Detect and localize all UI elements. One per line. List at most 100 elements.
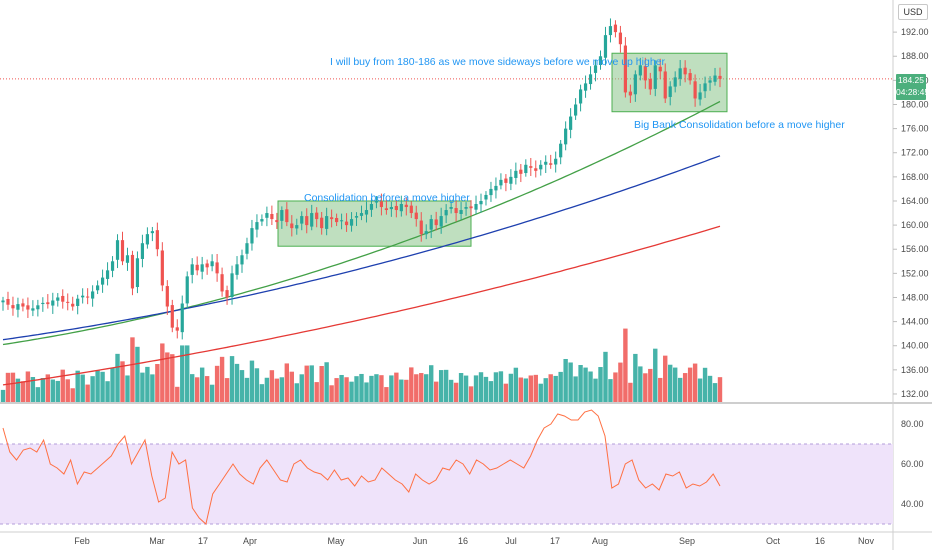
candle-body xyxy=(120,240,125,262)
volume-bar xyxy=(65,379,70,402)
volume-bar xyxy=(284,363,290,402)
volume-bar xyxy=(170,354,175,402)
volume-bar xyxy=(269,370,275,402)
candle-body xyxy=(349,219,354,226)
volume-bar xyxy=(319,366,324,402)
volume-bar xyxy=(608,379,613,402)
candle-body xyxy=(633,74,637,95)
volume-bar xyxy=(583,367,588,402)
candle-body xyxy=(81,295,85,298)
candle-body xyxy=(514,170,518,178)
time-axis[interactable]: Feb Mar 17 Apr May Jun 16 Jul 17 Aug Sep Oct 16 Nov xyxy=(74,536,874,546)
last-price-tag: 184.25 04:28:45 xyxy=(896,74,930,100)
volume-bar xyxy=(508,373,514,402)
candle-body xyxy=(26,305,30,310)
volume-bar xyxy=(573,376,578,402)
price-tick-label: 152.00 xyxy=(901,268,929,278)
candle-body xyxy=(170,305,174,328)
time-tick-label: Aug xyxy=(592,536,608,546)
time-tick-label: Mar xyxy=(149,536,165,546)
candle-body xyxy=(499,179,503,186)
rsi-pane: 80.00 60.00 40.00 xyxy=(0,409,924,525)
candle-body xyxy=(125,255,130,263)
candle-body xyxy=(613,24,618,33)
volume-bar xyxy=(658,377,663,402)
price-tick-label: 148.00 xyxy=(901,292,929,302)
candle-body xyxy=(484,194,488,200)
volume-bar xyxy=(558,371,563,402)
candle-body xyxy=(245,243,249,254)
candle-body xyxy=(578,89,583,104)
volume-bar xyxy=(294,383,299,402)
candle-body xyxy=(718,75,722,79)
rsi-tick-label: 40.00 xyxy=(901,499,924,509)
volume-bar xyxy=(648,368,653,402)
volume-bar xyxy=(404,379,409,402)
candle-body xyxy=(255,222,259,230)
volume-bar xyxy=(448,379,454,402)
candle-body xyxy=(190,264,194,275)
volume-bar xyxy=(628,382,633,402)
volume-bar xyxy=(712,383,718,402)
volume-bar xyxy=(429,365,434,402)
volume-bar xyxy=(528,375,533,402)
volume-bar xyxy=(125,375,130,402)
candle-body xyxy=(105,270,110,279)
candle-body xyxy=(41,302,45,305)
volume-bar xyxy=(190,374,195,402)
time-tick-label: Nov xyxy=(858,536,875,546)
candle-body xyxy=(315,212,319,220)
volume-bar xyxy=(543,378,548,402)
volume-bar xyxy=(702,367,708,402)
currency-badge[interactable]: USD xyxy=(898,4,928,20)
candle-body xyxy=(668,86,672,97)
candle-body xyxy=(389,207,393,210)
price-tick-label: 156.00 xyxy=(901,244,929,254)
candle-body xyxy=(658,66,662,72)
volume-bar xyxy=(364,382,369,402)
candle-body xyxy=(145,234,149,245)
candle-body xyxy=(454,208,458,214)
volume-bar xyxy=(30,377,36,402)
candle-body xyxy=(394,205,398,211)
bar-countdown: 04:28:45 xyxy=(896,87,930,97)
volume-bar xyxy=(180,345,185,402)
volume-bar xyxy=(623,328,628,402)
volume-bar xyxy=(424,374,429,402)
volume-bar xyxy=(209,384,215,402)
rsi-band xyxy=(0,444,893,524)
volume-bar xyxy=(463,375,469,402)
volume-bar xyxy=(309,365,314,402)
candle-body xyxy=(339,220,344,222)
volume-bar xyxy=(239,370,245,402)
candle-body xyxy=(235,264,239,275)
volume-bar xyxy=(578,365,583,402)
volume-bar xyxy=(633,353,638,402)
volume-bar xyxy=(443,369,449,402)
candle-body xyxy=(534,168,538,171)
candle-body xyxy=(583,83,588,91)
candle-body xyxy=(608,26,613,36)
candle-body xyxy=(275,220,279,223)
candle-body xyxy=(260,219,264,222)
volume-bar xyxy=(419,373,424,402)
candle-body xyxy=(549,163,553,165)
moving-average-line xyxy=(2,155,721,341)
candle-body xyxy=(688,73,692,81)
candle-body xyxy=(369,204,374,210)
price-axis[interactable]: 192.00188.00184.00180.00176.00172.00168.… xyxy=(893,7,929,399)
volume-bar xyxy=(314,382,319,402)
candle-body xyxy=(384,208,388,211)
candle-body xyxy=(598,56,603,65)
candle-body xyxy=(569,116,573,130)
candle-body xyxy=(325,216,329,229)
volume-bar xyxy=(433,381,439,402)
volume-bar xyxy=(588,371,593,402)
candle-body xyxy=(708,80,712,83)
candle-body xyxy=(175,327,179,331)
candle-body xyxy=(359,213,364,216)
time-tick-label: 16 xyxy=(815,536,825,546)
volume-bar xyxy=(249,360,255,402)
price-tick-label: 164.00 xyxy=(901,196,929,206)
candle-body xyxy=(300,216,304,224)
